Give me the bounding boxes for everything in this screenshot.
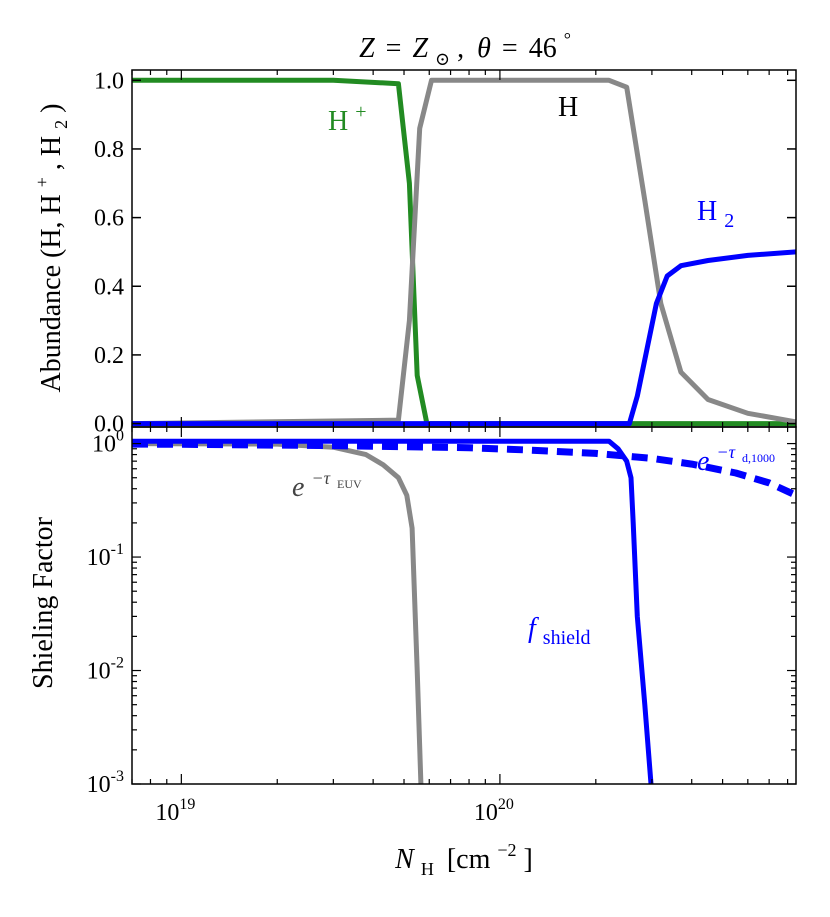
label-fshield-base: f [528, 613, 539, 644]
top-x-ticks [131, 70, 789, 427]
top-ylabel-plus: + [32, 177, 52, 187]
title-var: Z [359, 33, 375, 64]
label-h: H [558, 92, 578, 123]
y-tick-label: 100 [92, 428, 124, 458]
title-angle-symbol: θ [477, 33, 491, 64]
top-y-ticks: 0.0 0.2 0.4 0.6 0.8 1.0 [94, 68, 796, 438]
series-line-f-shield [132, 438, 654, 784]
x-axis-label: N H [cm −2 ] [394, 832, 533, 882]
title-value-symbol: Z [412, 33, 428, 64]
label-tau-d1000: e −τ d,1000 [697, 434, 775, 477]
xlabel-n-sub: H [421, 859, 434, 879]
top-ylabel-prefix: Abundance (H, H [36, 194, 67, 392]
label-h2-base: H [697, 196, 717, 227]
x-tick-label: 1019 [155, 796, 195, 826]
top-ylabel-mid: , H [36, 136, 67, 170]
series-line-e-tau-euv [132, 441, 424, 784]
y-tick-label: 10-3 [87, 768, 124, 798]
label-tau-d1000-sub: d,1000 [742, 451, 775, 465]
y-tick-label: 10-2 [87, 655, 124, 685]
y-tick-label: 1.0 [94, 68, 124, 94]
top-y-axis-label: Abundance (H, H + , H 2 ) [24, 104, 74, 393]
label-hplus-base: H [328, 106, 348, 137]
y-tick-label: 10-1 [87, 541, 124, 571]
top-ylabel-two: 2 [51, 120, 71, 129]
xlabel-close: ] [524, 844, 533, 875]
label-tau-euv-exp: −τ [311, 468, 330, 488]
label-tau-d1000-exp: −τ [716, 442, 735, 462]
top-ylabel-suffix: ) [36, 104, 67, 113]
y-tick-label: 0.2 [94, 343, 124, 369]
label-hplus: H + [328, 101, 367, 137]
xlabel-exp: −2 [497, 840, 516, 860]
label-fshield: f shield [528, 613, 591, 649]
label-fshield-sub: shield [543, 627, 591, 649]
bottom-panel: 100 10-1 10-2 10-3 1019 1020 [87, 426, 797, 826]
title-degree: ° [564, 29, 571, 49]
y-tick-label: 0.6 [94, 206, 124, 232]
series-line-h2 [132, 249, 796, 427]
xlabel-n: N [394, 844, 415, 875]
title-sun-symbol: ⊙ [435, 49, 450, 69]
title-eq-2: = [502, 33, 518, 64]
label-tau-euv: e −τ EUV [292, 460, 362, 503]
top-plot-frame [131, 69, 797, 428]
series-line-e-tau-d-1000 [132, 440, 796, 499]
title-comma: , [457, 33, 464, 64]
label-tau-d1000-base: e [697, 446, 709, 477]
bottom-y-ticks: 100 10-1 10-2 10-3 [87, 428, 796, 798]
top-panel: 0.0 0.2 0.4 0.6 0.8 1.0 [94, 68, 797, 438]
y-tick-label: 0.8 [94, 137, 124, 163]
title-eq: = [386, 33, 402, 64]
top-series-group [132, 77, 796, 427]
bottom-series-group [132, 438, 796, 784]
label-h2-sub: 2 [724, 210, 734, 232]
bottom-y-axis-label: Shieling Factor [28, 516, 59, 689]
label-h2: H 2 [697, 196, 734, 232]
y-tick-label: 0.0 [94, 412, 124, 438]
series-line-h- [132, 77, 796, 427]
label-tau-euv-base: e [292, 472, 304, 503]
title-angle-value: 46 [529, 33, 557, 64]
label-hplus-sup: + [355, 101, 366, 123]
bottom-plot-frame [131, 426, 797, 785]
x-tick-label: 1020 [474, 796, 514, 826]
y-tick-label: 0.4 [94, 274, 124, 300]
series-line-h [132, 77, 796, 427]
label-tau-euv-sub: EUV [337, 477, 362, 491]
xlabel-unit: [cm [447, 844, 491, 875]
bottom-x-ticks: 1019 1020 [131, 427, 789, 826]
chart-title: Z = Z ⊙ , θ = 46 ° [359, 29, 571, 72]
